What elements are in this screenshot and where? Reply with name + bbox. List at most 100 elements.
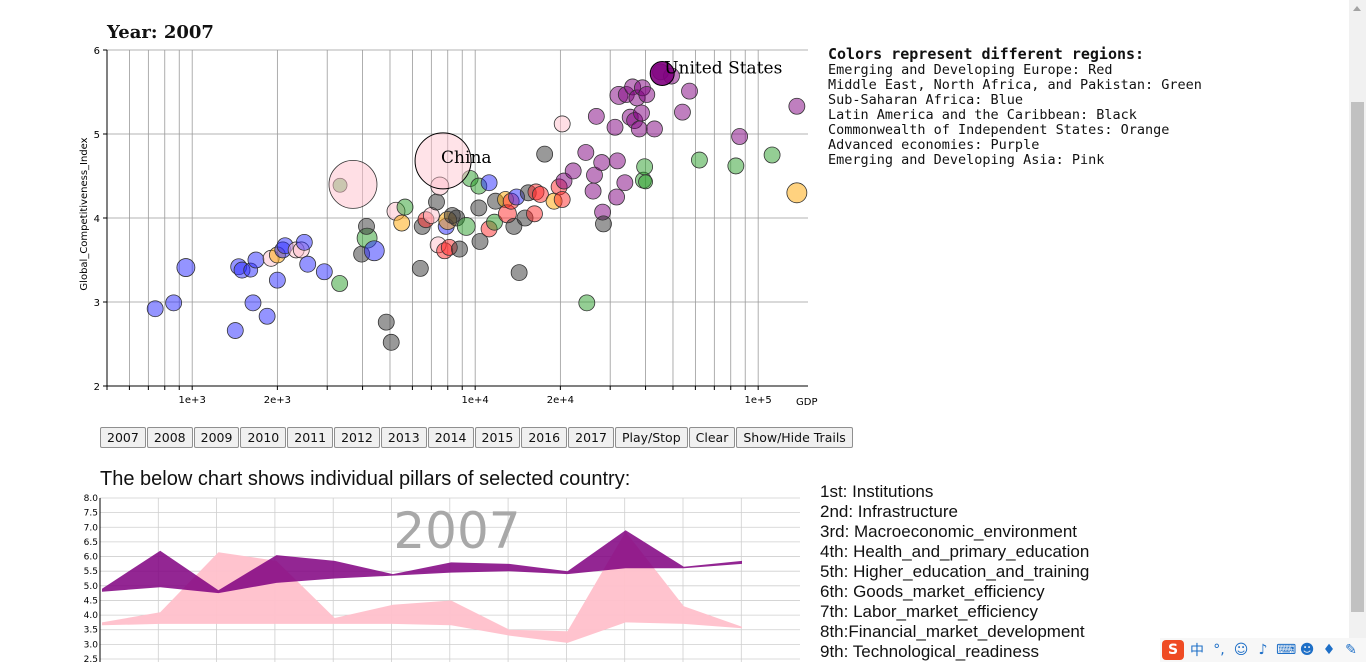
bubble-chart[interactable]: 2 3 4 5 6 1e+3 2e+3 1e+4 2e+4 1e+5 GDP Global_Compe…: [0, 40, 820, 412]
country-bubble: [382, 333, 400, 351]
pillar-chart: 2.5 3.0 3.5 4.0 4.5 5.0 5.5 6.0 6.5 7.0 7.5 8.0 2007: [84, 494, 800, 662]
country-bubble: [299, 255, 317, 273]
pillar-year-watermark: 2007: [393, 502, 520, 560]
country-bubble: [564, 162, 582, 180]
highlight-label: United States: [664, 59, 782, 79]
region-legend: Colors represent different regions: Emer…: [828, 46, 1202, 168]
wrench-icon[interactable]: ✎: [1345, 642, 1357, 658]
pillar-y-tick-label: 7.5: [84, 509, 98, 519]
pillars-title: The below chart shows individual pillars…: [100, 468, 631, 490]
shirt-icon[interactable]: ♦: [1322, 642, 1336, 658]
year-button-2009[interactable]: 2009: [193, 427, 240, 448]
pillar-label: 3rd: Macroeconomic_environment: [820, 522, 1078, 541]
page-scrollbar[interactable]: [1349, 0, 1366, 662]
legend-item-cis: Commonwealth of Independent States: Oran…: [828, 122, 1170, 138]
country-bubble: [536, 145, 554, 163]
country-bubble: [456, 216, 476, 236]
emoji-icon[interactable]: ☺: [1233, 642, 1249, 658]
play-stop-button[interactable]: Play/Stop: [614, 427, 688, 448]
country-bubble: [638, 174, 653, 190]
y-tick-label: 6: [94, 46, 100, 57]
country-bubble: [165, 294, 183, 312]
x-tick-label: 1e+5: [745, 395, 772, 406]
controls-bar: 2007 2008 2009 2010 2011 2012 2013 2014 …: [100, 427, 854, 448]
country-bubble: [510, 264, 528, 282]
country-bubble: [486, 213, 503, 231]
pillar-label: 9th: Technological_readiness: [820, 642, 1039, 661]
legend-title: Colors represent different regions:: [828, 45, 1145, 63]
x-tick-label: 2e+4: [547, 395, 574, 406]
country-bubble: [295, 233, 313, 251]
year-button-2014[interactable]: 2014: [427, 427, 474, 448]
x-tick-label: 1e+3: [179, 395, 206, 406]
country-bubble: [247, 251, 265, 269]
highlight-bubble: [649, 61, 675, 87]
country-bubble: [411, 259, 429, 277]
country-bubble: [328, 159, 378, 209]
country-bubble: [377, 313, 395, 331]
scrollbar-thumb[interactable]: [1351, 102, 1364, 612]
keyboard-icon[interactable]: ⌨: [1276, 642, 1297, 658]
x-axis-label: GDP: [796, 397, 817, 408]
country-bubble: [727, 157, 745, 175]
y-axis-label: Global_Competitiveness_Index: [79, 137, 90, 290]
x-tick-label: 1e+4: [462, 395, 489, 406]
year-button-2008[interactable]: 2008: [146, 427, 193, 448]
microphone-icon[interactable]: ♪: [1258, 642, 1268, 658]
country-bubble: [428, 193, 445, 211]
country-bubble: [586, 166, 603, 184]
country-bubble: [691, 151, 708, 169]
country-bubble: [244, 294, 262, 312]
pillar-y-tick-label: 3.0: [84, 640, 99, 650]
country-bubble: [630, 120, 648, 138]
country-bubble: [531, 186, 549, 203]
year-button-2011[interactable]: 2011: [287, 427, 334, 448]
sogou-logo-icon[interactable]: S: [1162, 640, 1184, 660]
clear-button[interactable]: Clear: [688, 427, 736, 448]
pillar-y-tick-label: 5.0: [84, 582, 99, 592]
year-button-2012[interactable]: 2012: [334, 427, 380, 448]
y-tick-label: 5: [94, 130, 100, 141]
bubble-group: [146, 61, 808, 351]
country-bubble: [633, 104, 650, 122]
pillar-y-tick-label: 2.5: [84, 655, 98, 662]
legend-item-advanced: Advanced economies: Purple: [828, 137, 1040, 153]
ime-toolbar: S 中 °, ☺ ♪ ⌨ ☻ ♦ ✎: [1160, 638, 1366, 662]
pillar-area-purple: [102, 530, 742, 594]
country-bubble: [593, 154, 611, 171]
country-bubble: [226, 322, 244, 339]
year-button-2017[interactable]: 2017: [568, 427, 614, 448]
country-bubble: [176, 258, 196, 277]
legend-item-asia: Emerging and Developing Asia: Pink: [828, 152, 1105, 168]
pillar-area-pink: [102, 531, 742, 643]
country-bubble: [577, 144, 595, 161]
year-button-2007[interactable]: 2007: [100, 427, 146, 448]
scroll-up-arrow-icon[interactable]: [1353, 6, 1361, 11]
chinese-input-icon[interactable]: 中: [1190, 643, 1204, 659]
year-button-2010[interactable]: 2010: [240, 427, 287, 448]
legend-item-latam: Latin America and the Caribbean: Black: [828, 107, 1137, 123]
user-icon[interactable]: ☻: [1299, 642, 1315, 658]
country-bubble: [731, 128, 749, 145]
country-bubble: [315, 263, 333, 281]
year-value: 2007: [163, 22, 214, 43]
country-bubble: [788, 97, 806, 115]
country-bubble: [606, 118, 624, 136]
pillar-label: 7th: Labor_market_efficiency: [820, 602, 1038, 621]
legend-item-mena: Middle East, North Africa, and Pakistan:…: [828, 77, 1202, 93]
punctuation-icon[interactable]: °,: [1213, 642, 1225, 658]
country-bubble: [616, 174, 634, 192]
country-bubble: [595, 215, 612, 233]
country-bubble: [786, 182, 808, 204]
y-tick-label: 3: [94, 298, 100, 309]
toggle-trails-button[interactable]: Show/Hide Trails: [736, 427, 853, 448]
year-button-2013[interactable]: 2013: [380, 427, 427, 448]
year-button-2015[interactable]: 2015: [474, 427, 521, 448]
year-button-2016[interactable]: 2016: [521, 427, 568, 448]
pillar-y-tick-label: 6.5: [84, 538, 98, 548]
y-tick-label: 2: [94, 382, 100, 393]
pillar-label: 5th: Higher_education_and_training: [820, 562, 1090, 581]
pillar-label: 8th:Financial_market_development: [820, 622, 1085, 641]
highlight-label: China: [441, 148, 491, 168]
pillar-y-tick-label: 6.0: [84, 553, 99, 563]
